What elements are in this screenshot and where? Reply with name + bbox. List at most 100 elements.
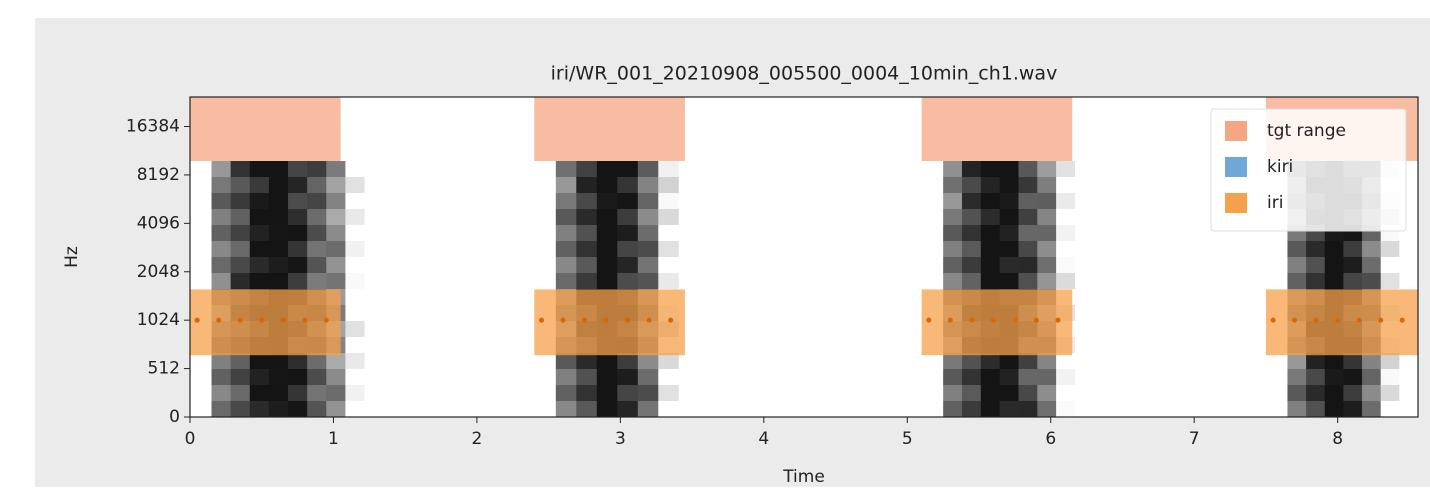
spectrogram-cell [1018,273,1038,290]
spectrogram-cell [617,353,639,370]
spectrogram-cell [576,385,598,402]
spectrogram-cell [345,225,366,242]
spectrogram-cell [1324,257,1344,274]
spectrogram-cell [1343,385,1363,402]
spectrogram-cell [576,257,598,274]
spectrogram-cell [364,289,385,306]
spectrogram-cell [678,257,700,274]
spectrogram-cell [364,257,385,274]
spectrogram-cell [555,209,577,226]
spectrogram-cell [249,161,270,178]
spectrogram-cell [637,385,659,402]
spectrogram-cell [1018,353,1038,370]
legend-label: iri [1267,193,1283,213]
spectrogram-cell [555,161,577,178]
x-tick-label: 7 [1189,429,1200,449]
spectrogram-cell [658,161,680,178]
y-tick-label: 8192 [137,165,180,185]
spectrogram-cell [249,177,270,194]
spectrogram-cell [268,385,289,402]
spectrogram-cell [1324,241,1344,258]
call-point [582,317,588,323]
spectrogram-cell [1074,193,1095,210]
spectrogram-cell [1037,225,1057,242]
spectrogram-cell [1287,257,1307,274]
spectrogram-cell [364,337,385,354]
spectrogram-cell [1380,353,1400,370]
call-point [1270,317,1276,323]
spectrogram-cell [249,241,270,258]
spectrogram-cell [345,385,366,402]
spectrogram-cell [345,257,366,274]
spectrogram-cell [980,353,1001,370]
spectrogram-cell [1037,273,1057,290]
call-point [1313,317,1319,323]
plot-frame [189,96,1419,418]
spectrogram-cell [1056,161,1076,178]
spectrogram-cell [1037,209,1057,226]
spectrogram-cell [345,209,366,226]
spectrogram-cell [943,401,963,418]
spectrogram-cell [230,401,251,418]
spectrogram-cell [307,353,327,370]
spectrogram-cell [596,241,618,258]
spectrogram-cell [1324,385,1344,402]
call-point [969,317,975,323]
spectrogram-cell [658,401,680,418]
spectrogram-cell [658,353,680,370]
range-box [921,289,1073,356]
y-axis-label: Hz [62,246,82,268]
spectrogram-cell [288,385,308,402]
spectrogram-cell [1074,273,1095,290]
spectrogram-cell [364,177,385,194]
spectrogram-cell [1380,241,1400,258]
spectrogram-cell [999,353,1019,370]
spectrogram-cell [980,209,1001,226]
spectrogram-cell [211,161,232,178]
spectrogram-cell [326,385,346,402]
spectrogram-cell [961,257,982,274]
spectrogram-cell [980,369,1001,386]
spectrogram-cell [364,353,385,370]
spectrogram-cell [345,273,366,290]
legend-label: tgt range [1267,121,1346,141]
spectrogram-cell [1074,257,1095,274]
spectrogram-cell [288,241,308,258]
spectrogram-cell [307,177,327,194]
spectrogram-cell [596,273,618,290]
spectrogram-cell [1380,273,1400,290]
spectrogram-cell [230,385,251,402]
spectrogram-cell [288,161,308,178]
spectrogram-cell [678,177,700,194]
spectrogram-cell [268,257,289,274]
spectrogram-cell [1399,241,1419,258]
spectrogram-cell [658,257,680,274]
spectrogram-cell [307,225,327,242]
spectrogram-cell [999,225,1019,242]
spectrogram-cell [288,273,308,290]
spectrogram-cell [596,353,618,370]
spectrogram-cell [1074,209,1095,226]
spectrogram-cell [345,305,366,322]
spectrogram-cell [249,401,270,418]
spectrogram-cell [637,241,659,258]
spectrogram-cell [576,353,598,370]
spectrogram-cell [1324,273,1344,290]
spectrogram-cell [364,273,385,290]
spectrogram-cell [1037,161,1057,178]
spectrogram-cell [943,273,963,290]
spectrogram-cell [211,241,232,258]
spectrogram-cell [617,225,639,242]
spectrogram-cell [678,353,700,370]
spectrogram-cell [288,177,308,194]
spectrogram-cell [999,241,1019,258]
spectrogram-cell [943,385,963,402]
x-tick-label: 2 [472,429,483,449]
spectrogram-cell [980,193,1001,210]
call-point [603,317,609,323]
spectrogram-cell [637,209,659,226]
spectrogram-cell [249,385,270,402]
spectrogram-cell [211,369,232,386]
legend-swatch [1225,157,1247,177]
spectrogram-cell [678,273,700,290]
